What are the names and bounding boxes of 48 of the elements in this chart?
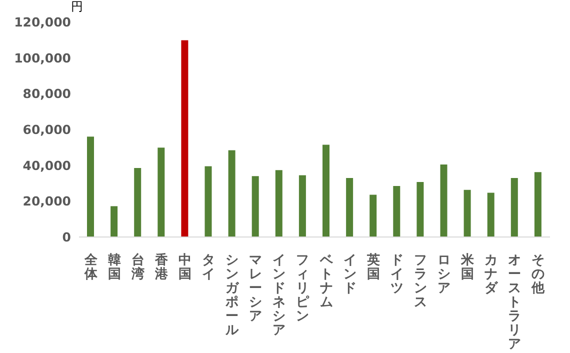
y-axis-title: 円 [71, 0, 83, 14]
x-tick-label: 韓国 [108, 253, 121, 282]
x-tick-label: インド [343, 253, 356, 296]
y-tick-label: 80,000 [22, 86, 72, 102]
y-tick-label: 0 [62, 229, 72, 244]
x-tick-label: シンガポール [224, 253, 240, 338]
x-tick-label: 英国 [366, 253, 380, 282]
bar [158, 148, 165, 237]
x-tick-label: カナダ [484, 253, 499, 296]
y-tick-label: 40,000 [22, 158, 72, 173]
bar [440, 164, 448, 237]
bar [393, 186, 400, 237]
bar [346, 178, 354, 237]
bar [134, 168, 142, 237]
bar [370, 194, 377, 237]
bar [487, 192, 494, 237]
x-tick-label: タイ [202, 253, 216, 282]
x-tick-label: 香港 [154, 252, 169, 282]
bar [322, 144, 330, 237]
x-tick-label: 台湾 [130, 252, 144, 282]
x-tick-label: 全体 [83, 253, 98, 282]
bar [110, 206, 118, 237]
bar [204, 166, 212, 237]
y-tick-label: 60,000 [22, 122, 72, 137]
bar [87, 136, 94, 237]
bar [416, 182, 424, 237]
bar [464, 190, 471, 237]
x-tick-label: 中国 [178, 253, 192, 282]
bar [298, 175, 306, 237]
x-tick-label: ベトナム [318, 253, 334, 310]
bar [252, 176, 259, 237]
bar [228, 150, 236, 237]
x-tick-label: ドイツ [390, 253, 404, 296]
bar [510, 178, 518, 237]
x-tick-label: ロシア [438, 253, 451, 296]
y-tick-label: 20,000 [22, 194, 72, 209]
y-tick-label: 100,000 [14, 50, 72, 66]
x-tick-label: オーストラリア [508, 253, 522, 352]
x-tick-label: 米国 [460, 253, 476, 282]
y-tick-label: 120,000 [14, 14, 72, 30]
x-tick-label: フィリピン [296, 253, 310, 324]
x-tick-label: その他 [530, 253, 546, 296]
bar [181, 40, 188, 237]
x-tick-label: マレーシア [249, 253, 262, 324]
bar [275, 170, 282, 237]
x-tick-label: インドネシア [272, 253, 286, 338]
bar [534, 172, 542, 237]
x-tick-label: フランス [414, 253, 427, 310]
